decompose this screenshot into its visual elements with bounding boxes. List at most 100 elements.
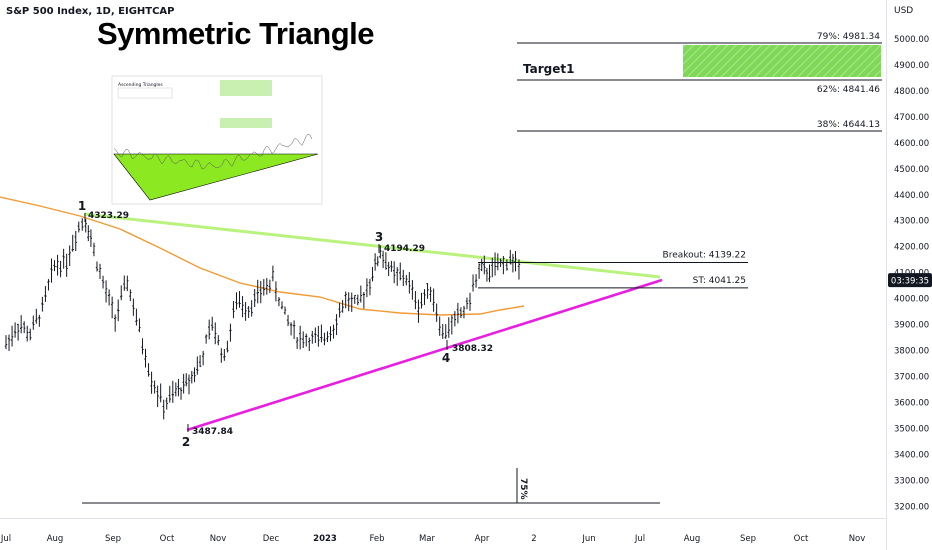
candle [68, 245, 71, 267]
pivot-value-3: 4194.29 [384, 244, 425, 254]
candle [311, 330, 314, 344]
candle [196, 356, 199, 375]
y-tick-label: 3300.00 [894, 476, 929, 486]
pivot-value-4: 3808.32 [452, 344, 493, 354]
candle [435, 303, 438, 322]
price-badge [888, 273, 932, 288]
candle [292, 320, 296, 339]
candle [405, 274, 408, 286]
candle [74, 230, 77, 252]
candle [204, 334, 208, 344]
candle [247, 306, 250, 318]
candle [110, 296, 114, 319]
candle [468, 292, 472, 311]
candle [250, 300, 253, 317]
price-axis-separator [886, 0, 887, 550]
candle [356, 294, 359, 306]
candle [387, 261, 390, 276]
candle [153, 380, 156, 394]
candle [107, 289, 111, 306]
candle [408, 272, 411, 294]
candle [59, 260, 62, 278]
candle [44, 286, 47, 302]
y-tick-label: 4200.00 [894, 243, 929, 253]
candle [256, 279, 259, 304]
candle [365, 278, 369, 298]
candle [414, 291, 417, 310]
y-tick-label: 3800.00 [894, 347, 929, 357]
fib-label-79: 79%: 4981.34 [817, 32, 880, 42]
candle [187, 374, 191, 395]
candle [289, 322, 293, 336]
candle [347, 292, 350, 312]
x-tick-label: 2023 [313, 534, 337, 544]
y-tick-label: 4400.00 [894, 191, 929, 201]
candle [485, 267, 489, 282]
x-tick-label: Oct [794, 534, 809, 544]
candle [335, 314, 338, 336]
x-tick-label: Apr [475, 534, 490, 544]
candle [456, 302, 460, 324]
candle [320, 324, 323, 343]
candle [271, 265, 275, 282]
inset-triangle [113, 153, 319, 201]
candle [323, 332, 326, 346]
candles [4, 218, 521, 420]
candle [135, 308, 138, 326]
candle [53, 260, 56, 272]
chart-title: Symmetric Triangle [97, 16, 375, 51]
candle [132, 298, 135, 316]
x-tick-label: Oct [160, 534, 175, 544]
y-tick-label: 4700.00 [894, 113, 929, 123]
candle [511, 253, 515, 273]
candle [104, 280, 108, 303]
candle [390, 260, 393, 272]
candle [295, 336, 299, 349]
candle [38, 314, 41, 327]
candle [123, 275, 126, 291]
candle [384, 252, 388, 270]
x-tick-label: Jul [634, 534, 645, 544]
y-tick-label: 3700.00 [894, 372, 929, 382]
x-tick-label: Nov [210, 534, 227, 544]
y-tick-label: 5000.00 [894, 35, 929, 45]
x-tick-label: Jul [0, 534, 11, 544]
candle [4, 335, 8, 350]
candle [379, 245, 382, 259]
candle [226, 340, 229, 353]
candle [198, 355, 202, 368]
pivot-number-4: 4 [442, 351, 450, 365]
candle [268, 279, 272, 293]
x-tick-label: Aug [47, 534, 64, 544]
candle [392, 261, 396, 284]
candle [174, 382, 178, 397]
candle [217, 335, 220, 346]
candle [381, 250, 385, 269]
candle [141, 338, 144, 355]
y-tick-label: 3500.00 [894, 424, 929, 434]
candle [56, 254, 59, 276]
measure-label: 75% [518, 478, 528, 500]
y-tick-label: 4600.00 [894, 139, 929, 149]
candle [150, 371, 153, 394]
candle [417, 299, 420, 323]
candle [332, 324, 335, 339]
candle [50, 258, 53, 283]
candle [162, 399, 165, 420]
candle [229, 323, 232, 342]
candle [314, 327, 317, 344]
candle [399, 262, 402, 281]
candle [262, 279, 265, 296]
inset-note-box [117, 87, 173, 99]
candle [444, 324, 447, 339]
candle [235, 292, 238, 310]
candle [95, 261, 99, 272]
ascending-triangle-thumbnail-icon: Ascending Triangles [111, 75, 323, 205]
candle [179, 387, 183, 400]
candle [126, 275, 129, 292]
y-tick-label: 3200.00 [894, 502, 929, 512]
candle [207, 319, 211, 340]
candle [185, 373, 188, 387]
candle [302, 331, 305, 349]
